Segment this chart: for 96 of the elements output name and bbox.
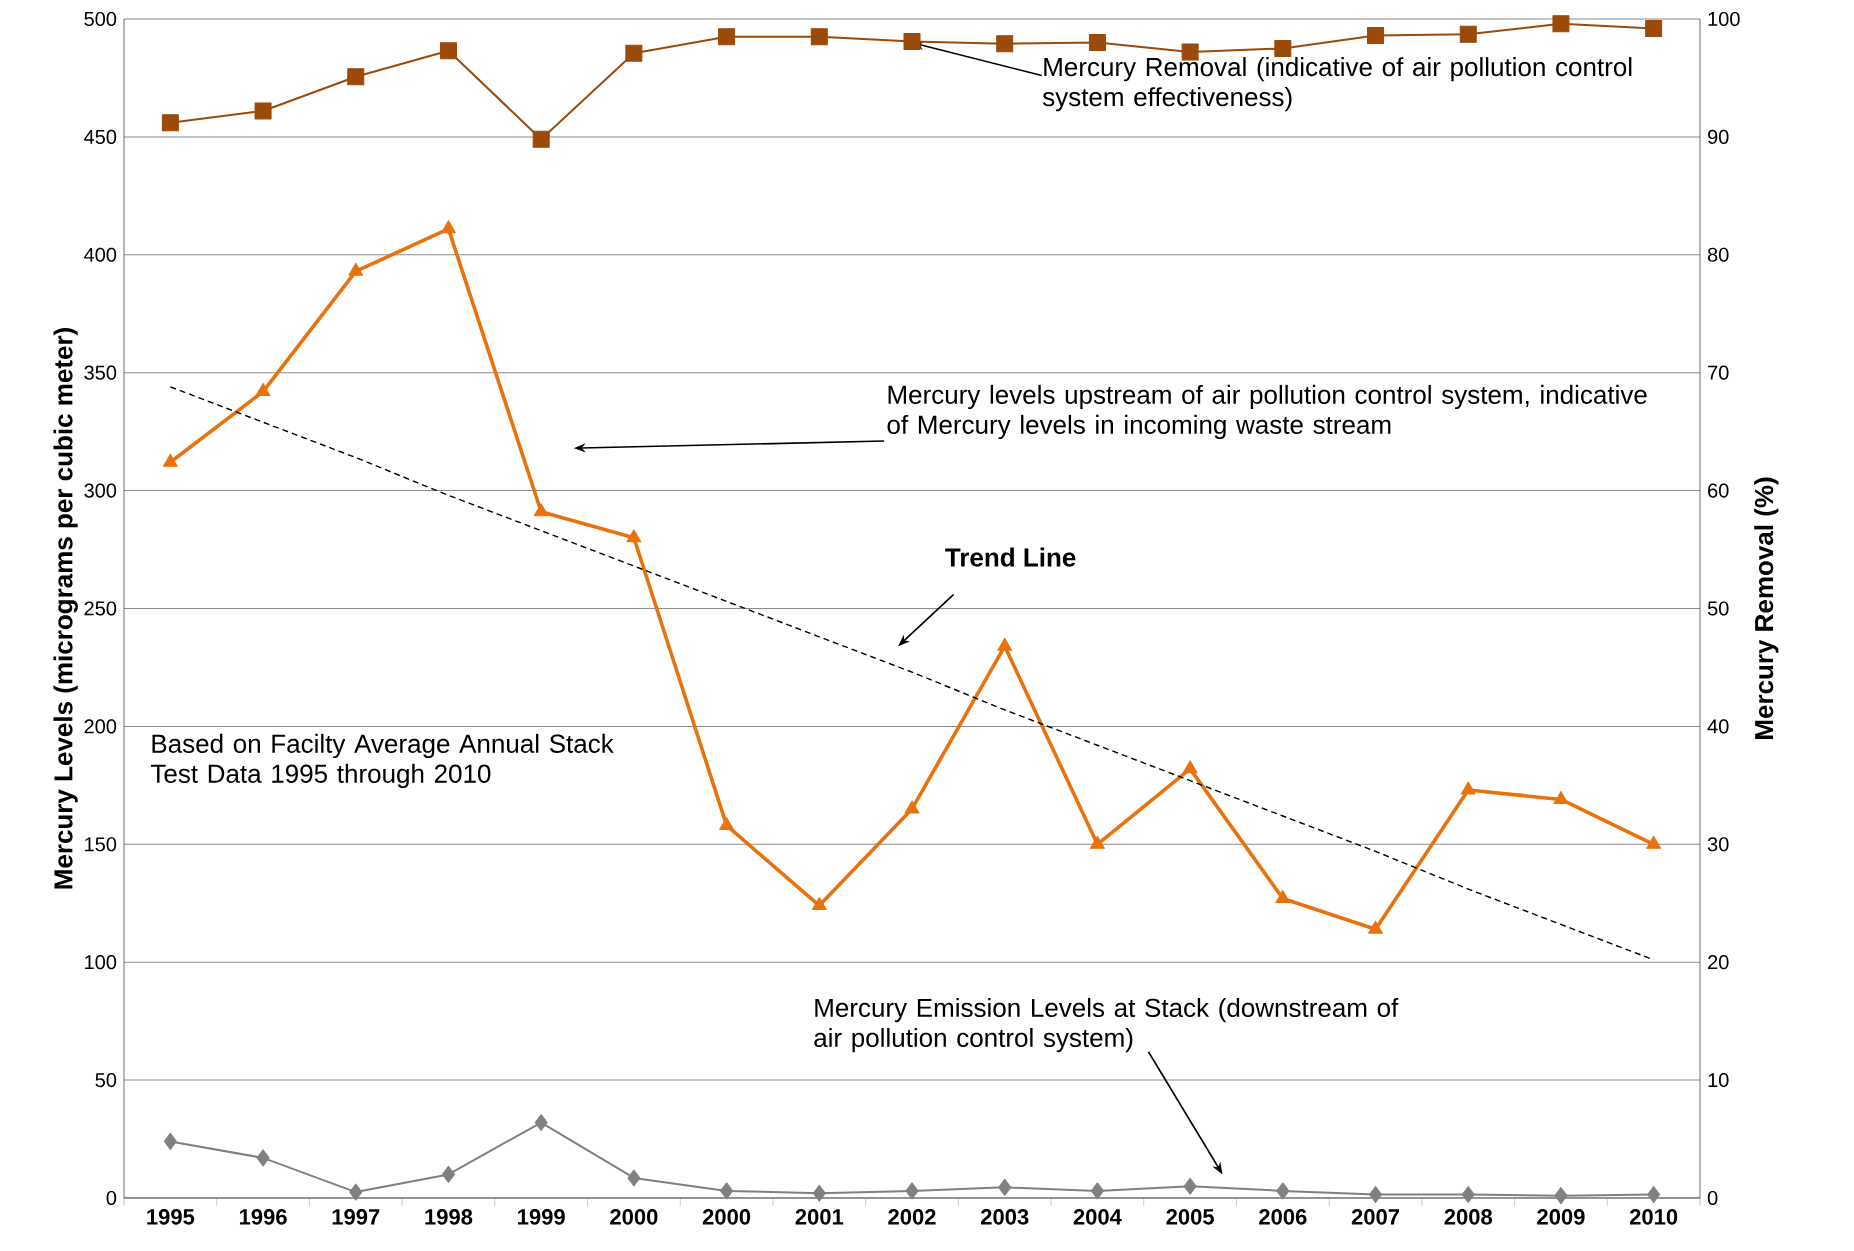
y-tick-label: 500 xyxy=(84,11,117,27)
point xyxy=(627,1169,641,1187)
point xyxy=(810,28,828,46)
y2-tick-label: 30 xyxy=(1707,837,1729,852)
y2-tick-label: 40 xyxy=(1707,719,1729,734)
y2-axis-title: Mercury Removal (%) xyxy=(1754,477,1779,739)
point xyxy=(1647,1185,1661,1203)
x-tick-label: 2000 xyxy=(610,1209,658,1225)
y-tick-label: 300 xyxy=(84,483,117,498)
x-tick-label: 2001 xyxy=(795,1209,844,1225)
y2-tick-label: 0 xyxy=(1707,1190,1718,1206)
y-tick-label: 50 xyxy=(95,1073,117,1088)
y-tick-label: 150 xyxy=(85,837,117,852)
y-tick-label: 100 xyxy=(85,955,117,970)
x-tick-label: 2006 xyxy=(1259,1209,1307,1225)
point xyxy=(998,1178,1012,1196)
x-tick-label: 2000 xyxy=(702,1209,751,1225)
point xyxy=(718,28,736,46)
point xyxy=(161,114,179,132)
point xyxy=(1554,1187,1568,1205)
annotation: Trend Line xyxy=(945,547,1076,567)
y-axis-title: Mercury Levels (micrograms per cubic meter) xyxy=(53,328,78,889)
y2-tick-label: 100 xyxy=(1708,11,1740,27)
point xyxy=(1182,760,1198,774)
y-tick-label: 450 xyxy=(84,129,117,144)
y-tick-label: 0 xyxy=(106,1190,117,1206)
point xyxy=(903,32,921,50)
point xyxy=(533,503,549,517)
point xyxy=(1368,920,1383,934)
y-tick-label: 200 xyxy=(84,719,117,734)
point xyxy=(1369,1185,1383,1203)
point xyxy=(625,44,643,62)
x-tick-label: 2005 xyxy=(1166,1209,1214,1225)
x-tick-label: 2010 xyxy=(1629,1209,1678,1225)
point xyxy=(347,68,365,86)
y2-tick-label: 20 xyxy=(1708,955,1729,970)
annotation: Based on Facilty Average Annual Stack Test Data 1995 through 2010 xyxy=(150,733,614,789)
point xyxy=(997,637,1013,651)
y-tick-label: 350 xyxy=(84,365,117,380)
point xyxy=(720,1182,734,1200)
point xyxy=(1367,26,1385,44)
point xyxy=(162,453,178,467)
point xyxy=(348,262,364,276)
point xyxy=(256,1149,270,1167)
x-tick-label: 2009 xyxy=(1537,1209,1585,1225)
point xyxy=(719,816,735,830)
y-tick-label: 400 xyxy=(84,247,117,262)
point xyxy=(349,1183,363,1201)
annotation: Mercury levels upstream of air pollution control system, indicative of Mercury levels in incoming waste stream xyxy=(887,384,1647,440)
point xyxy=(163,1132,177,1150)
point xyxy=(1645,19,1663,37)
x-tick-label: 2003 xyxy=(981,1209,1029,1225)
point xyxy=(441,1165,455,1183)
point xyxy=(1460,781,1476,795)
x-tick-label: 2008 xyxy=(1444,1209,1493,1225)
point xyxy=(626,529,642,543)
x-tick-label: 1998 xyxy=(425,1209,473,1225)
y2-tick-label: 90 xyxy=(1708,129,1729,144)
point xyxy=(1183,1177,1197,1195)
point xyxy=(1459,25,1477,43)
x-tick-label: 2007 xyxy=(1351,1209,1400,1225)
x-tick-label: 1999 xyxy=(518,1209,565,1225)
point xyxy=(905,1182,919,1200)
point xyxy=(1646,835,1662,849)
point xyxy=(255,383,271,397)
point xyxy=(904,800,920,814)
point xyxy=(996,35,1014,53)
point xyxy=(439,42,457,60)
point xyxy=(1090,1182,1104,1200)
point xyxy=(1552,15,1570,33)
y-tick-label: 250 xyxy=(84,601,117,616)
y2-tick-label: 70 xyxy=(1708,365,1729,380)
x-tick-label: 1995 xyxy=(147,1209,195,1225)
point xyxy=(1275,890,1291,904)
point xyxy=(1553,790,1569,804)
annotation: Mercury Emission Levels at Stack (downstream of air pollution control system) xyxy=(814,997,1399,1053)
point xyxy=(1088,34,1106,52)
point xyxy=(1276,1182,1290,1200)
point xyxy=(812,1184,826,1202)
point xyxy=(254,102,272,120)
y2-tick-label: 80 xyxy=(1707,247,1729,262)
point xyxy=(1461,1185,1475,1203)
point xyxy=(811,897,827,911)
x-tick-label: 2004 xyxy=(1073,1209,1122,1225)
point xyxy=(532,130,550,148)
point xyxy=(1089,835,1105,849)
x-tick-label: 1996 xyxy=(239,1209,287,1225)
y2-tick-label: 10 xyxy=(1708,1073,1729,1088)
point xyxy=(1274,39,1292,57)
y2-tick-label: 60 xyxy=(1708,483,1729,498)
y2-tick-label: 50 xyxy=(1707,601,1729,616)
point xyxy=(534,1114,548,1132)
x-tick-label: 2002 xyxy=(888,1209,936,1225)
x-tick-label: 1997 xyxy=(332,1209,380,1225)
point xyxy=(441,220,456,234)
annotation: Mercury Removal (indicative of air pollution control system effectiveness) xyxy=(1042,57,1632,112)
